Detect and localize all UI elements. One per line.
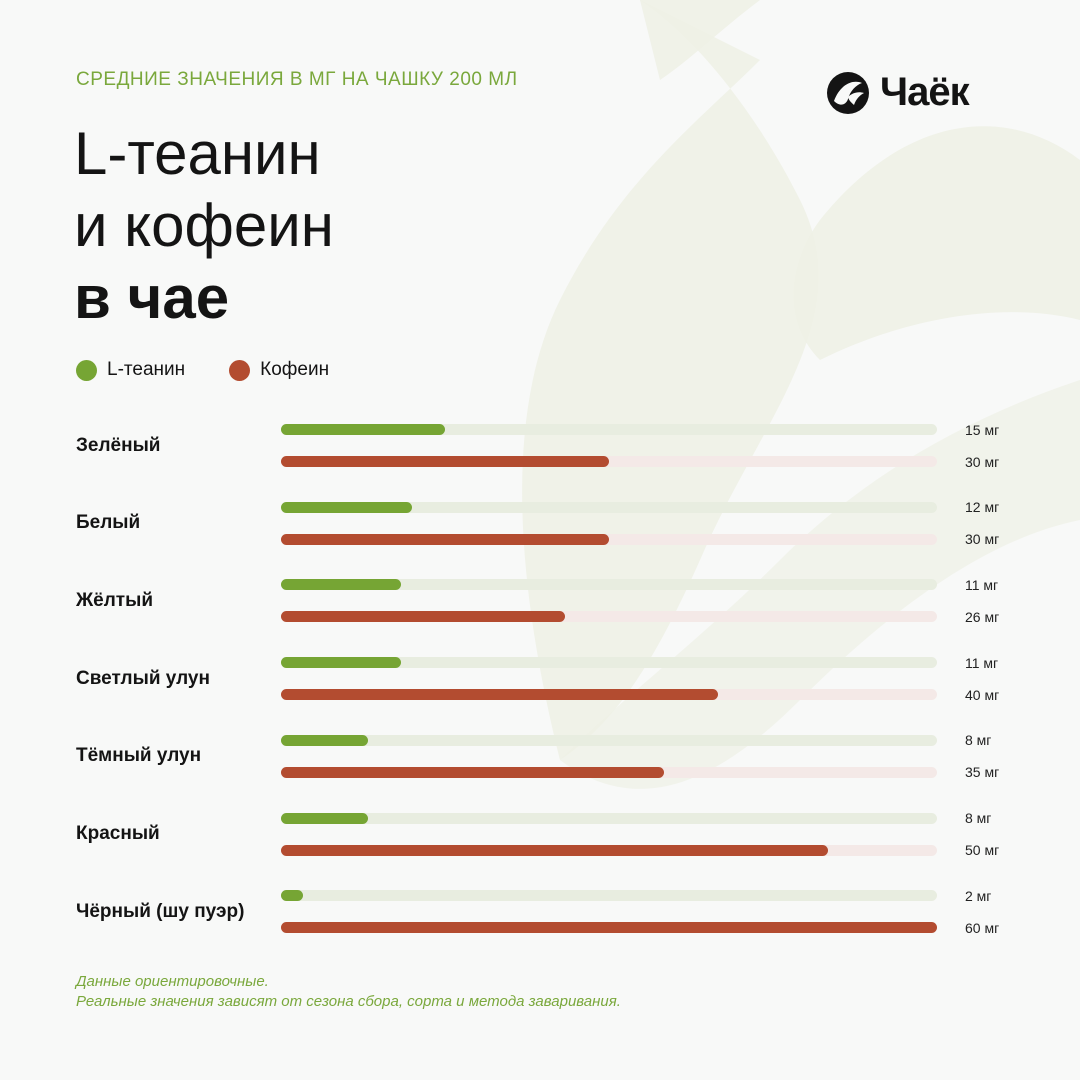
title-line-2: и кофеин xyxy=(74,192,334,259)
legend-dot-theanine xyxy=(76,359,97,381)
bar-theanine xyxy=(281,657,402,669)
value-label-caffeine: 30 мг xyxy=(965,453,1000,470)
value-label-theanine: 8 мг xyxy=(965,810,992,826)
value-label-caffeine: 60 мг xyxy=(965,919,1000,936)
bar-track-caffeine xyxy=(281,533,937,545)
legend-dot-caffeine xyxy=(229,359,251,381)
bar-track-theanine xyxy=(281,812,937,824)
legend-item-caffeine: Кофеин xyxy=(229,359,329,381)
value-label-theanine: 11 мг xyxy=(965,654,999,671)
subtitle: СРЕДНИЕ ЗНАЧЕНИЯ В МГ НА ЧАШКУ 200 МЛ xyxy=(76,69,518,90)
value-label-theanine: 12 мг xyxy=(965,499,1000,516)
bar-track-caffeine xyxy=(281,922,937,934)
title-line-3: в чае xyxy=(74,264,230,331)
bar-theanine xyxy=(281,812,369,824)
category-label: Тёмный улун xyxy=(76,745,202,767)
category-label: Белый xyxy=(76,512,141,534)
legend-label-caffeine: Кофеин xyxy=(260,359,330,380)
legend-label-theanine: L-теанин xyxy=(107,359,186,380)
footnote-line-2: Реальные значения зависят от сезона сбор… xyxy=(76,993,621,1010)
value-label-caffeine: 35 мг xyxy=(965,764,1000,781)
category-label: Красный xyxy=(76,823,160,844)
logo: Чаёк xyxy=(826,70,970,115)
logo-text: Чаёк xyxy=(880,70,970,114)
value-label-theanine: 15 мг xyxy=(965,421,1000,438)
bar-theanine xyxy=(281,579,402,591)
chart-legend: L-теанин Кофеин xyxy=(76,359,329,381)
bar-caffeine xyxy=(281,922,937,934)
value-label-caffeine: 26 мг xyxy=(965,608,1000,625)
value-label-caffeine: 50 мг xyxy=(965,842,1000,858)
bar-track-caffeine xyxy=(281,456,937,467)
bar-caffeine xyxy=(281,533,609,545)
legend-item-theanine: L-теанин xyxy=(76,359,185,381)
category-label: Чёрный (шу пуэр) xyxy=(76,900,245,922)
value-label-theanine: 11 мг xyxy=(965,576,999,593)
bar-track-theanine xyxy=(281,579,937,591)
bar-track-caffeine xyxy=(281,611,937,623)
title-line-1: L-теанин xyxy=(74,120,321,187)
bar-theanine xyxy=(281,501,413,513)
chayok-swirl-icon xyxy=(827,71,869,114)
bar-track-caffeine xyxy=(281,766,937,778)
bar-track-caffeine xyxy=(281,689,937,701)
value-label-caffeine: 30 мг xyxy=(965,531,1000,548)
footnote-line-1: Данные ориентировочные. xyxy=(76,973,269,990)
bar-theanine xyxy=(281,890,303,902)
value-label-theanine: 8 мг xyxy=(965,732,992,749)
bar-caffeine xyxy=(281,844,828,856)
bar-caffeine xyxy=(281,766,664,778)
bar-caffeine xyxy=(281,611,566,623)
bar-track-caffeine xyxy=(281,844,937,856)
value-label-caffeine: 40 мг xyxy=(965,686,1000,703)
bar-caffeine xyxy=(281,689,719,701)
bar-theanine xyxy=(281,734,369,746)
footnote: Данные ориентировочные. Реальные значени… xyxy=(76,972,621,1012)
bar-track-theanine xyxy=(281,657,937,669)
page-title: L-теанин и кофеин в чае xyxy=(74,118,334,334)
bar-track-theanine xyxy=(281,424,937,435)
bar-caffeine xyxy=(281,456,609,467)
category-label: Жёлтый xyxy=(76,589,154,611)
bar-track-theanine xyxy=(281,734,937,746)
bar-track-theanine xyxy=(281,501,937,513)
value-label-theanine: 2 мг xyxy=(965,887,992,904)
bar-track-theanine xyxy=(281,890,937,902)
category-label: Светлый улун xyxy=(76,667,210,689)
bar-theanine xyxy=(281,424,445,435)
category-label: Зелёный xyxy=(76,434,161,456)
